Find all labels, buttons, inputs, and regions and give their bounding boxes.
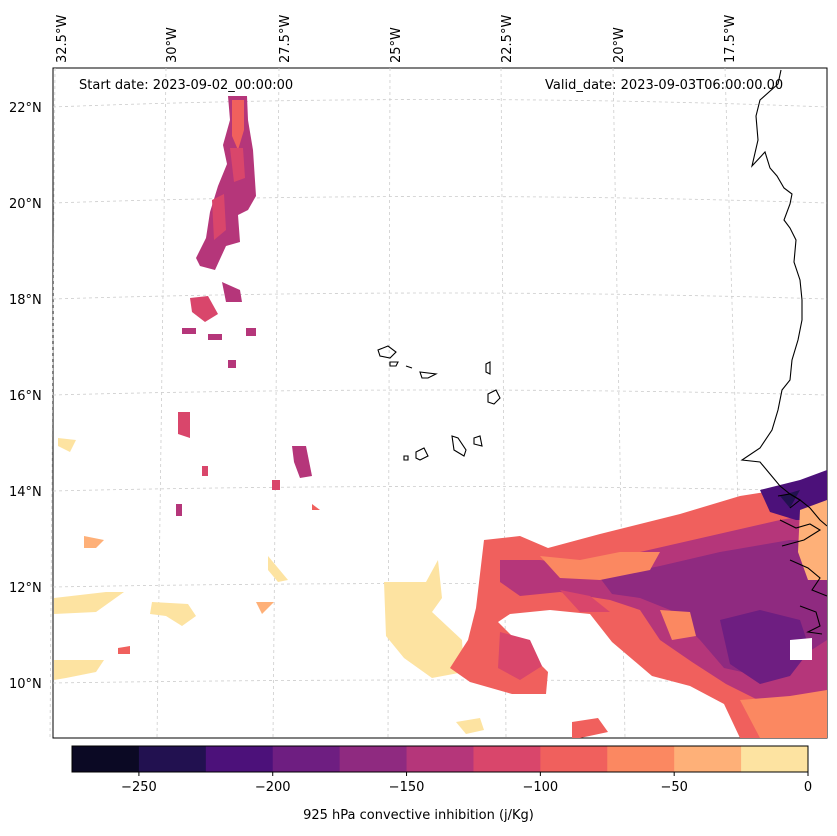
start-date-label: Start date: 2023-09-02_00:00:00 (79, 78, 294, 93)
cin-patch (118, 646, 130, 654)
colorbar-tick-label: −50 (660, 780, 687, 795)
colorbar-tick-label: −150 (389, 780, 425, 795)
island-fogo (415, 447, 429, 461)
colorbar-tick-label: −100 (523, 780, 559, 795)
colorbar-segment (138, 746, 207, 772)
cin-patch (208, 334, 222, 340)
lon-label: 20°W (612, 27, 627, 63)
lon-label: 32.5°W (55, 15, 70, 63)
cin-patch (150, 602, 196, 626)
cin-patch (498, 632, 542, 680)
cin-patch (202, 466, 208, 476)
colorbar-segment (272, 746, 341, 772)
island-sao-nicolau (419, 371, 438, 379)
colorbar: −250 −200 −150 −100 −50 0 (71, 745, 812, 795)
lat-label: 14°N (9, 485, 42, 500)
longitude-labels: 32.5°W 30°W 27.5°W 25°W 22.5°W 20°W 17.5… (55, 15, 738, 63)
cin-patch (84, 536, 104, 548)
colorbar-segment (607, 746, 675, 772)
cin-patch (212, 194, 226, 240)
colorbar-tick-label: −250 (121, 780, 157, 795)
guinea-bissau-border (779, 519, 822, 547)
lat-label: 12°N (9, 581, 42, 596)
lon-label: 30°W (165, 27, 180, 63)
gambia-border (777, 493, 801, 509)
colorbar-title: 925 hPa convective inhibition (j/Kg) (303, 808, 534, 823)
colorbar-segment (205, 746, 274, 772)
cin-patch (58, 438, 76, 452)
lon-label: 27.5°W (278, 15, 293, 63)
cin-patch (660, 610, 696, 640)
island-brava (403, 455, 409, 461)
colorbar-segment (72, 746, 140, 772)
cin-patch (176, 504, 182, 516)
cin-patch (272, 480, 280, 490)
cin-patch (740, 690, 827, 738)
lon-label: 25°W (389, 27, 404, 63)
colorbar-tick-label: 0 (804, 780, 812, 795)
cin-patch (228, 360, 236, 368)
island-sal (485, 361, 491, 375)
lat-label: 22°N (9, 101, 42, 116)
cin-patch (230, 148, 245, 182)
cin-patch (222, 282, 242, 302)
colorbar-segment (406, 746, 474, 772)
island-sao-vicente (389, 361, 399, 367)
colorbar-tick-label: −200 (255, 780, 291, 795)
cin-patch (790, 638, 812, 660)
cin-patch (572, 718, 608, 738)
lat-label: 16°N (9, 389, 42, 404)
cin-patch (384, 560, 464, 678)
lon-label: 22.5°W (500, 15, 515, 63)
africa-coastline (740, 69, 828, 527)
island-santiago (451, 435, 467, 457)
colorbar-segment (540, 746, 608, 772)
island-santa-luzia (405, 365, 413, 369)
guinea-coast (789, 559, 828, 597)
colorbar-segment (741, 746, 809, 772)
cin-patch (178, 412, 190, 438)
coastlines (377, 69, 828, 635)
cin-patch (256, 602, 274, 614)
lat-label: 20°N (9, 197, 42, 212)
island-santo-antao (377, 345, 397, 359)
cin-patch (54, 592, 124, 614)
valid-date-label: Valid_date: 2023-09-03T06:00:00.00 (545, 78, 784, 93)
colorbar-segment (473, 746, 541, 772)
cin-patch (246, 328, 256, 336)
cin-patch (312, 504, 320, 510)
cin-patch (560, 590, 610, 612)
lat-label: 10°N (9, 677, 42, 692)
cin-patch (232, 100, 244, 150)
colorbar-segment (339, 746, 408, 772)
cin-patch (54, 660, 104, 680)
latitude-labels: 22°N 20°N 18°N 16°N 14°N 12°N 10°N (9, 101, 42, 692)
colorbar-segment (674, 746, 742, 772)
cin-patch (720, 610, 810, 684)
cin-patch (182, 328, 196, 334)
cin-patch (540, 552, 660, 580)
cin-patch (292, 446, 312, 478)
lat-label: 18°N (9, 293, 42, 308)
island-maio (473, 435, 483, 447)
cin-patch (268, 556, 288, 582)
island-boa-vista (487, 389, 501, 405)
sierra-leone-coast (799, 605, 823, 635)
lon-label: 17.5°W (723, 15, 738, 63)
colorbar-frame (71, 745, 809, 773)
cin-patch (190, 296, 218, 322)
cin-field (54, 96, 827, 738)
cin-patch (456, 718, 484, 734)
